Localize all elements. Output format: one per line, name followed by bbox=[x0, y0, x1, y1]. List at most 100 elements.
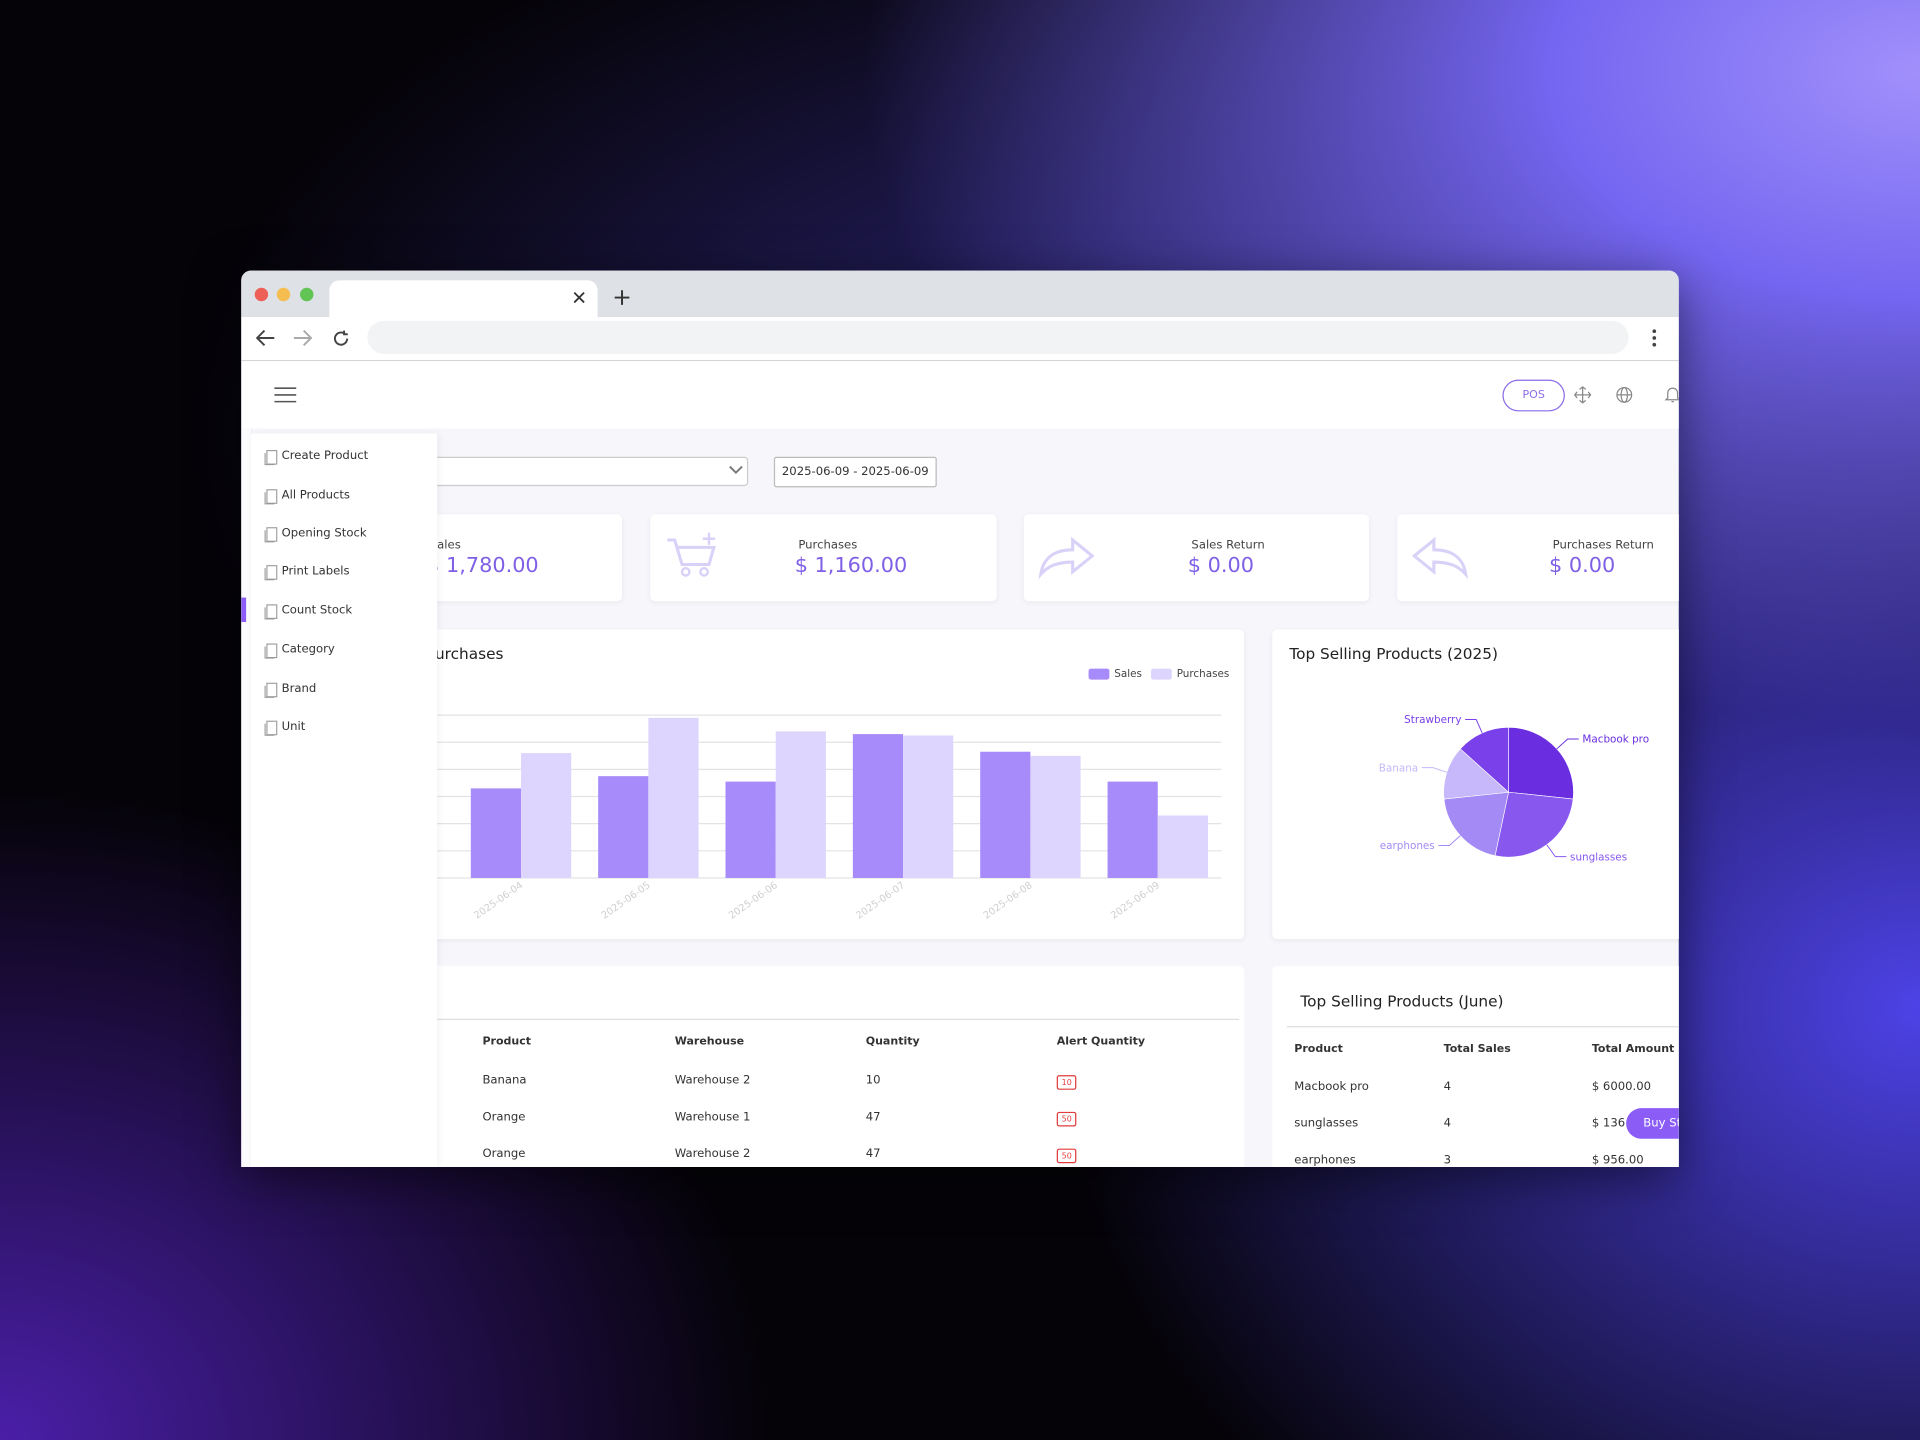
new-tab-icon[interactable] bbox=[613, 289, 630, 306]
sidebar-item[interactable]: Brand bbox=[251, 678, 437, 702]
stat-card bbox=[1023, 514, 1369, 602]
minimize-dot[interactable] bbox=[276, 287, 291, 302]
sidebar-item[interactable]: Opening Stock bbox=[251, 523, 437, 547]
bar bbox=[980, 751, 1031, 878]
alert-badge: 50 bbox=[1056, 1148, 1077, 1164]
fullscreen-icon[interactable] bbox=[1573, 386, 1592, 404]
sidebar-item[interactable]: Print Labels bbox=[251, 561, 437, 585]
bar bbox=[1157, 815, 1208, 878]
stat-card bbox=[1397, 514, 1679, 602]
stat-label: Sales Return bbox=[1191, 538, 1265, 553]
table-header: Warehouse bbox=[674, 1035, 745, 1049]
table-cell: 4 bbox=[1443, 1080, 1452, 1094]
stat-value: $ 0.00 bbox=[1187, 553, 1254, 578]
sidebar-icon bbox=[264, 720, 278, 736]
divider bbox=[342, 1018, 1240, 1020]
table-cell: Macbook pro bbox=[1294, 1080, 1369, 1094]
table-cell: $ 136 bbox=[1591, 1116, 1626, 1131]
x-tick-label: 2025-06-05 bbox=[600, 880, 653, 922]
x-tick-label: 2025-06-06 bbox=[727, 880, 780, 922]
close-dot[interactable] bbox=[254, 287, 269, 302]
buy-button[interactable]: Buy St bbox=[1626, 1108, 1679, 1139]
x-tick-label: 2025-06-04 bbox=[472, 880, 525, 922]
sidebar-icon bbox=[264, 527, 278, 543]
bar bbox=[470, 788, 522, 878]
table-cell: 4 bbox=[1443, 1116, 1452, 1131]
alert-badge: 50 bbox=[1056, 1111, 1077, 1127]
table-cell: sunglasses bbox=[1294, 1116, 1359, 1131]
sidebar-label: All Products bbox=[281, 488, 350, 503]
chart-title: Top Selling Products (2025) bbox=[1288, 645, 1498, 663]
table-cell: 10 bbox=[865, 1073, 881, 1088]
active-indicator bbox=[241, 597, 247, 623]
bar bbox=[521, 753, 572, 878]
pie-label: earphones bbox=[1380, 840, 1435, 852]
table-header: Total Amount bbox=[1591, 1043, 1675, 1056]
back-icon[interactable] bbox=[255, 329, 276, 346]
table-cell: $ 956.00 bbox=[1591, 1153, 1644, 1167]
stat-label: Sales bbox=[429, 538, 461, 553]
sidebar-item[interactable]: Count Stock bbox=[251, 600, 437, 624]
table-cell: 3 bbox=[1443, 1153, 1452, 1167]
reload-icon[interactable] bbox=[332, 329, 350, 347]
maximize-dot[interactable] bbox=[300, 287, 314, 302]
notification-icon[interactable] bbox=[1664, 384, 1679, 404]
legend-swatch bbox=[1151, 668, 1172, 680]
pie-label: Macbook pro bbox=[1582, 734, 1649, 746]
table-cell: Warehouse 2 bbox=[674, 1073, 751, 1088]
address-bar[interactable] bbox=[367, 320, 1629, 354]
sidebar-item[interactable]: All Products bbox=[251, 485, 437, 509]
table-cell: earphones bbox=[1294, 1153, 1356, 1167]
bar bbox=[1107, 781, 1158, 878]
pie-label: Strawberry bbox=[1404, 714, 1461, 726]
sidebar-label: Unit bbox=[281, 720, 306, 734]
pie-slice bbox=[1494, 791, 1574, 858]
table-header: Total Sales bbox=[1443, 1043, 1511, 1056]
sidebar-icon bbox=[264, 489, 278, 505]
sidebar-icon bbox=[264, 604, 278, 620]
sidebar-icon bbox=[264, 565, 278, 581]
legend-label: Sales bbox=[1114, 668, 1142, 680]
leader-line bbox=[1438, 835, 1461, 846]
pie-slice bbox=[1459, 727, 1509, 793]
tab[interactable] bbox=[329, 280, 598, 318]
leader-line bbox=[1546, 844, 1567, 858]
table-cell: 47 bbox=[865, 1147, 881, 1161]
sidebar-item[interactable]: Category bbox=[251, 639, 437, 663]
legend-label: Purchases bbox=[1177, 668, 1230, 680]
pie-slice bbox=[1443, 748, 1510, 800]
x-tick-label: 2025-06-09 bbox=[1109, 880, 1162, 922]
table-header: Quantity bbox=[865, 1035, 920, 1049]
stat-label: Purchases Return bbox=[1552, 538, 1654, 553]
table-header: Product bbox=[482, 1035, 532, 1049]
sidebar-icon bbox=[264, 450, 278, 466]
bar bbox=[598, 776, 649, 878]
sidebar-item[interactable]: Unit bbox=[251, 716, 437, 740]
table-cell: Warehouse 1 bbox=[674, 1110, 751, 1125]
stat-value: $ 1,160.00 bbox=[794, 553, 908, 578]
leader-line bbox=[1556, 738, 1579, 750]
sidebar-label: Print Labels bbox=[281, 564, 350, 578]
date-range[interactable]: 2025-06-09 - 2025-06-09 bbox=[773, 456, 937, 488]
app-header bbox=[241, 361, 1679, 429]
language-icon[interactable] bbox=[1615, 386, 1633, 404]
table-cell: $ 6000.00 bbox=[1591, 1080, 1652, 1094]
stat-icon bbox=[1038, 536, 1095, 580]
sidebar-icon bbox=[264, 643, 278, 659]
table-header: Alert Quantity bbox=[1056, 1035, 1146, 1049]
sidebar-label: Count Stock bbox=[281, 603, 353, 618]
menu-icon[interactable] bbox=[1651, 328, 1658, 348]
pos-button[interactable]: POS bbox=[1502, 379, 1565, 412]
pie-label: sunglasses bbox=[1570, 851, 1627, 863]
sidebar-label: Brand bbox=[281, 682, 317, 696]
pie-slice bbox=[1508, 727, 1574, 800]
hamburger-icon[interactable] bbox=[274, 387, 297, 403]
stat-icon bbox=[1411, 536, 1468, 580]
forward-icon[interactable] bbox=[293, 329, 313, 346]
table-cell: Orange bbox=[482, 1110, 526, 1125]
tab-close-icon[interactable] bbox=[572, 290, 587, 305]
top-selling-month-card bbox=[1272, 966, 1679, 1167]
bar bbox=[775, 731, 826, 878]
sidebar-item[interactable]: Create Product bbox=[251, 446, 437, 470]
bar bbox=[852, 734, 904, 878]
